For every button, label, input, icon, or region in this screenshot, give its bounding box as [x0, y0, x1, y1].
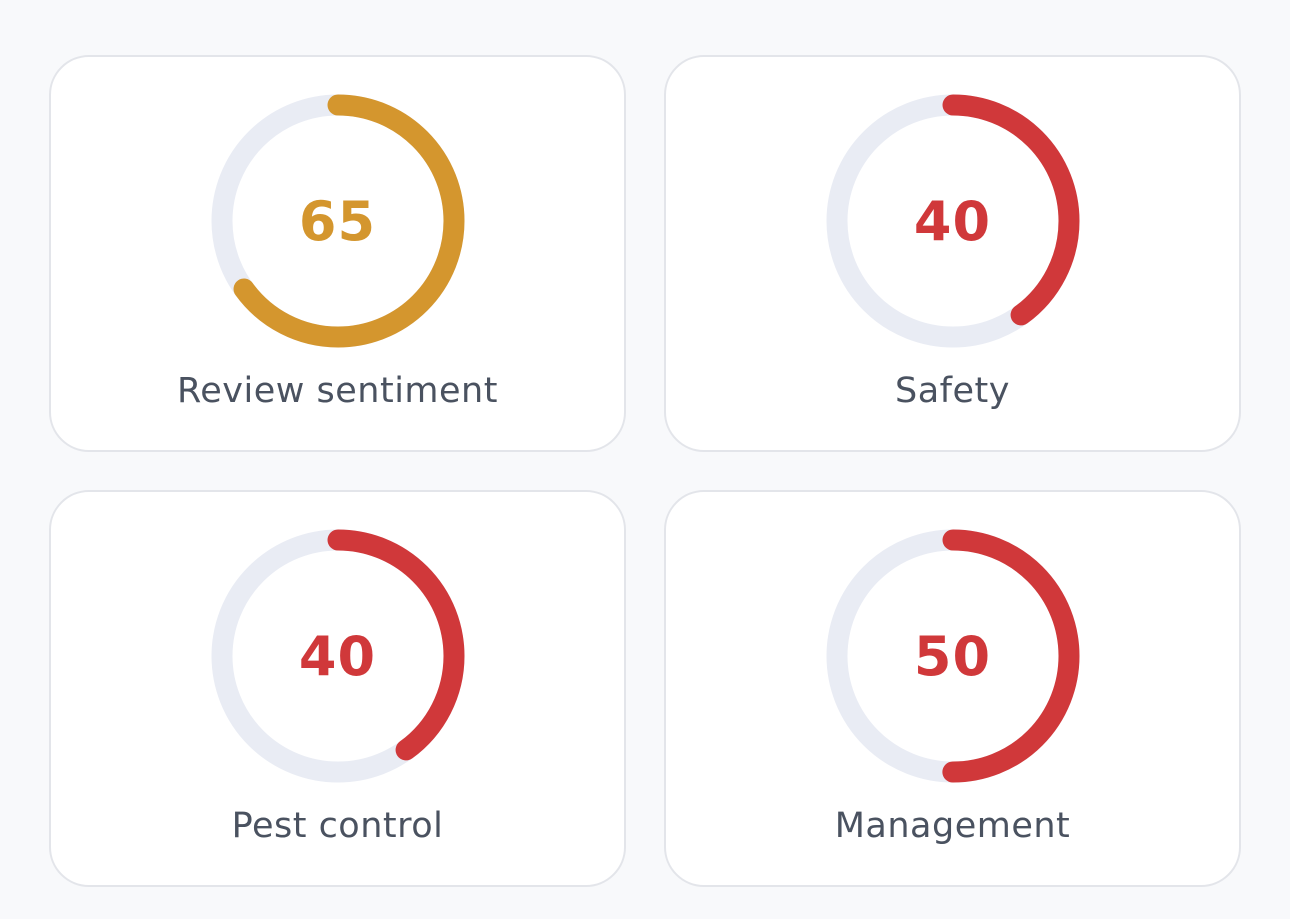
gauge-ring	[211, 94, 464, 348]
gauge-progress-arc	[826, 94, 1079, 348]
gauge-progress-arc	[826, 529, 1079, 783]
gauge-ring	[826, 94, 1079, 348]
score-label: Management	[834, 806, 1071, 846]
gauge-ring	[211, 529, 464, 783]
score-grid: 65 Review sentiment 40 Safety 40 Pest co…	[49, 55, 1241, 887]
score-label: Review sentiment	[177, 371, 498, 411]
gauge-management: 50	[825, 528, 1081, 784]
score-value: 50	[913, 624, 992, 688]
gauge-progress-arc	[211, 529, 464, 783]
score-value: 40	[913, 189, 992, 253]
gauge-ring	[826, 529, 1079, 783]
score-value: 65	[298, 189, 377, 253]
score-card-pest-control: 40 Pest control	[49, 490, 626, 887]
gauge-review-sentiment: 65	[210, 93, 466, 349]
gauge-progress-arc	[211, 94, 464, 348]
gauge-safety: 40	[825, 93, 1081, 349]
score-label: Safety	[895, 371, 1010, 411]
score-card-management: 50 Management	[664, 490, 1241, 887]
score-value: 40	[298, 624, 377, 688]
gauge-pest-control: 40	[210, 528, 466, 784]
score-label: Pest control	[231, 806, 444, 846]
score-card-safety: 40 Safety	[664, 55, 1241, 452]
score-card-review-sentiment: 65 Review sentiment	[49, 55, 626, 452]
